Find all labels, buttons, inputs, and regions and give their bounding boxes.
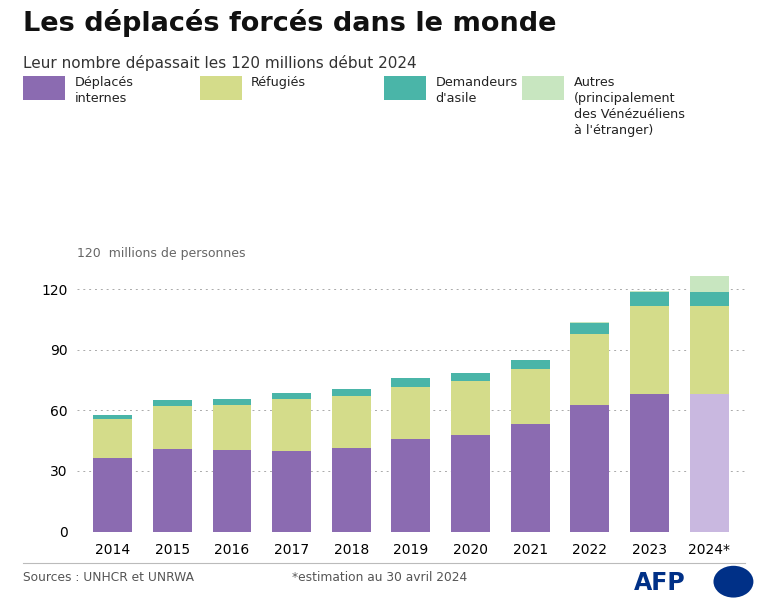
Bar [213, 399, 251, 404]
Bar [272, 393, 311, 400]
Bar [511, 369, 550, 424]
Bar [630, 292, 669, 306]
Bar [630, 393, 669, 532]
Bar [153, 400, 192, 406]
Bar [272, 451, 311, 532]
Bar [93, 415, 132, 419]
Bar [451, 373, 490, 381]
Bar [213, 404, 251, 450]
Bar [153, 406, 192, 449]
Text: AFP: AFP [634, 571, 685, 595]
Bar [153, 449, 192, 532]
Bar [451, 381, 490, 434]
Bar [690, 292, 729, 306]
Bar [213, 450, 251, 532]
Text: Réfugiés: Réfugiés [251, 76, 306, 89]
Text: Demandeurs
d'asile: Demandeurs d'asile [435, 76, 518, 105]
Bar [511, 424, 550, 532]
Bar [93, 458, 132, 532]
Text: *estimation au 30 avril 2024: *estimation au 30 avril 2024 [292, 571, 467, 584]
Bar [392, 439, 430, 532]
Text: Sources : UNHCR et UNRWA: Sources : UNHCR et UNRWA [23, 571, 194, 584]
Bar [332, 448, 371, 532]
Bar [451, 434, 490, 532]
Bar [332, 395, 371, 448]
Bar [690, 393, 729, 532]
Bar [630, 291, 669, 292]
Bar [511, 360, 550, 369]
Text: Déplacés
internes: Déplacés internes [74, 76, 134, 105]
Text: Les déplacés forcés dans le monde: Les déplacés forcés dans le monde [23, 9, 557, 37]
Bar [392, 387, 430, 439]
Bar [93, 419, 132, 458]
Bar [571, 322, 609, 323]
Bar [332, 389, 371, 395]
Bar [571, 323, 609, 334]
Text: Leur nombre dépassait les 120 millions début 2024: Leur nombre dépassait les 120 millions d… [23, 55, 417, 71]
Bar [571, 405, 609, 532]
Bar [571, 334, 609, 405]
Text: 120  millions de personnes: 120 millions de personnes [77, 247, 245, 260]
Bar [392, 378, 430, 387]
Bar [630, 306, 669, 393]
Text: Autres
(principalement
des Vénézuéliens
à l'étranger): Autres (principalement des Vénézuéliens … [574, 76, 685, 137]
Bar [690, 306, 729, 393]
Bar [272, 400, 311, 451]
Bar [690, 276, 729, 292]
